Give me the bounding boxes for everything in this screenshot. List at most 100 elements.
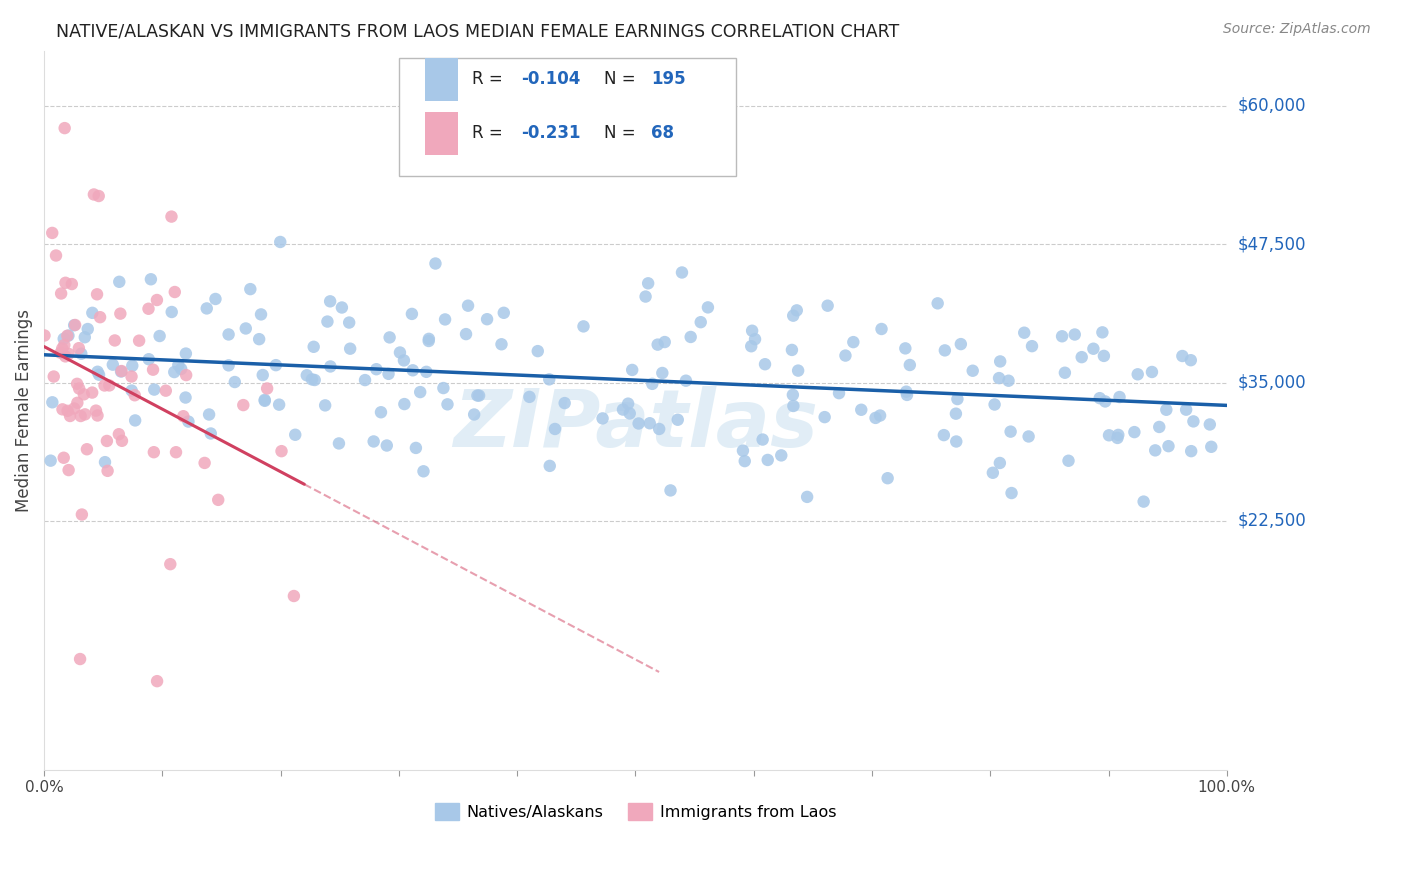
Point <box>82 385 104 400</box>
Point <box>896 388 918 402</box>
Point <box>163 285 186 299</box>
Point <box>63 318 86 333</box>
Point <box>689 315 711 329</box>
Point <box>932 428 955 442</box>
FancyBboxPatch shape <box>425 112 458 155</box>
Point <box>544 422 567 436</box>
Point <box>983 397 1005 411</box>
Point <box>67 341 90 355</box>
Text: 195: 195 <box>651 70 686 88</box>
Point <box>617 397 640 411</box>
Point <box>869 409 891 423</box>
Point <box>1070 350 1092 364</box>
Point <box>463 408 485 422</box>
Point <box>637 277 659 291</box>
Point <box>679 330 702 344</box>
Point <box>53 350 76 364</box>
Point <box>731 443 754 458</box>
Text: $35,000: $35,000 <box>1237 374 1306 392</box>
Point <box>572 319 595 334</box>
Point <box>814 410 837 425</box>
Point <box>121 384 143 398</box>
Point <box>110 364 132 378</box>
Point <box>1180 444 1202 458</box>
Point <box>945 407 967 421</box>
Point <box>1182 414 1205 428</box>
Point <box>354 373 377 387</box>
Point <box>56 404 79 418</box>
Point <box>402 363 425 377</box>
Point <box>634 289 657 303</box>
Point <box>834 349 856 363</box>
FancyBboxPatch shape <box>399 58 735 177</box>
Point <box>283 589 305 603</box>
Point <box>94 455 117 469</box>
Text: N =: N = <box>603 124 640 143</box>
Point <box>1107 431 1129 445</box>
Point <box>174 346 197 360</box>
Point <box>782 388 804 402</box>
Point <box>60 277 83 291</box>
Point <box>218 359 240 373</box>
Point <box>526 344 548 359</box>
Point <box>1108 390 1130 404</box>
Point <box>174 368 197 383</box>
Point <box>170 362 193 376</box>
Text: -0.104: -0.104 <box>520 70 581 88</box>
Text: Source: ZipAtlas.com: Source: ZipAtlas.com <box>1223 22 1371 37</box>
Point <box>337 316 360 330</box>
Point <box>207 492 229 507</box>
Point <box>981 466 1004 480</box>
Point <box>121 369 143 384</box>
Point <box>370 405 392 419</box>
Point <box>111 434 134 448</box>
Point <box>876 471 898 485</box>
Point <box>988 371 1011 385</box>
Point <box>865 410 887 425</box>
Point <box>284 427 307 442</box>
Point <box>647 337 669 351</box>
Point <box>174 391 197 405</box>
Point <box>1107 428 1129 442</box>
Point <box>86 287 108 301</box>
Point <box>1144 443 1167 458</box>
Point <box>457 299 479 313</box>
Point <box>1053 366 1076 380</box>
Point <box>418 334 440 348</box>
Text: $60,000: $60,000 <box>1237 97 1306 115</box>
Point <box>93 378 115 392</box>
Point <box>198 408 221 422</box>
Y-axis label: Median Female Earnings: Median Female Earnings <box>15 309 32 512</box>
Point <box>671 265 693 279</box>
Point <box>894 342 917 356</box>
Point <box>124 413 146 427</box>
Point <box>1140 365 1163 379</box>
Point <box>159 557 181 571</box>
Point <box>98 378 121 392</box>
Point <box>1094 394 1116 409</box>
Point <box>58 347 80 361</box>
Text: -0.231: -0.231 <box>520 124 581 143</box>
Point <box>108 427 131 442</box>
Point <box>110 365 132 379</box>
Point <box>554 396 576 410</box>
Point <box>328 436 350 450</box>
Point <box>172 409 194 424</box>
Point <box>73 408 96 422</box>
Point <box>84 403 107 417</box>
Point <box>740 339 762 353</box>
Point <box>378 330 401 344</box>
Point <box>1098 428 1121 442</box>
Point <box>41 226 63 240</box>
Point <box>138 352 160 367</box>
Point <box>66 376 89 391</box>
Point <box>42 369 65 384</box>
Point <box>86 365 108 379</box>
Point <box>896 384 918 399</box>
Point <box>165 445 187 459</box>
Point <box>138 301 160 316</box>
Point <box>934 343 956 358</box>
Point <box>143 383 166 397</box>
Point <box>52 332 75 346</box>
Point <box>63 318 86 332</box>
